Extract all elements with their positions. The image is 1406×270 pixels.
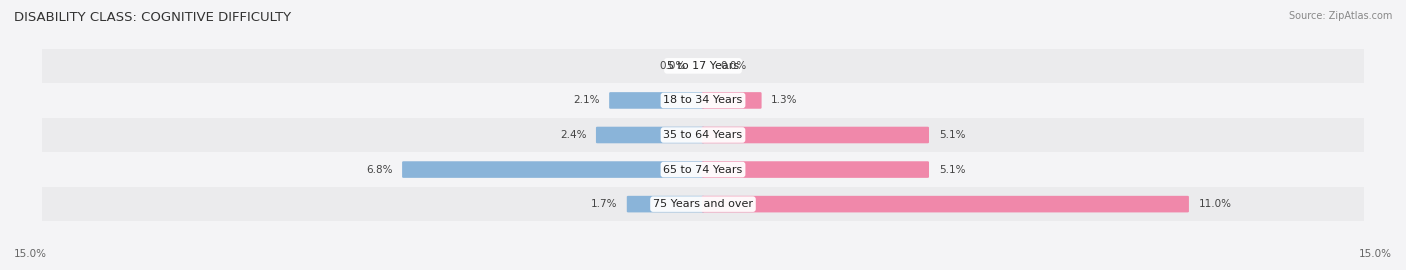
FancyBboxPatch shape <box>702 161 929 178</box>
Text: 0.0%: 0.0% <box>659 61 685 71</box>
FancyBboxPatch shape <box>702 127 929 143</box>
Text: 2.1%: 2.1% <box>574 95 599 106</box>
FancyBboxPatch shape <box>702 196 1189 212</box>
Text: 75 Years and over: 75 Years and over <box>652 199 754 209</box>
Text: 65 to 74 Years: 65 to 74 Years <box>664 164 742 175</box>
Text: 5.1%: 5.1% <box>939 130 965 140</box>
Text: 35 to 64 Years: 35 to 64 Years <box>664 130 742 140</box>
FancyBboxPatch shape <box>609 92 704 109</box>
Text: 1.3%: 1.3% <box>772 95 797 106</box>
Bar <box>42 187 1364 221</box>
FancyBboxPatch shape <box>596 127 704 143</box>
Text: 2.4%: 2.4% <box>560 130 586 140</box>
Text: 18 to 34 Years: 18 to 34 Years <box>664 95 742 106</box>
Text: Source: ZipAtlas.com: Source: ZipAtlas.com <box>1288 11 1392 21</box>
Text: 0.0%: 0.0% <box>721 61 747 71</box>
Bar <box>42 118 1364 152</box>
FancyBboxPatch shape <box>702 92 762 109</box>
Text: 15.0%: 15.0% <box>14 249 46 259</box>
Text: 6.8%: 6.8% <box>366 164 392 175</box>
Text: 11.0%: 11.0% <box>1198 199 1232 209</box>
Text: 5 to 17 Years: 5 to 17 Years <box>666 61 740 71</box>
FancyBboxPatch shape <box>627 196 704 212</box>
Text: DISABILITY CLASS: COGNITIVE DIFFICULTY: DISABILITY CLASS: COGNITIVE DIFFICULTY <box>14 11 291 24</box>
Bar <box>42 152 1364 187</box>
Text: 15.0%: 15.0% <box>1360 249 1392 259</box>
Text: 1.7%: 1.7% <box>591 199 617 209</box>
Bar <box>42 83 1364 118</box>
FancyBboxPatch shape <box>402 161 704 178</box>
Bar <box>42 49 1364 83</box>
Text: 5.1%: 5.1% <box>939 164 965 175</box>
